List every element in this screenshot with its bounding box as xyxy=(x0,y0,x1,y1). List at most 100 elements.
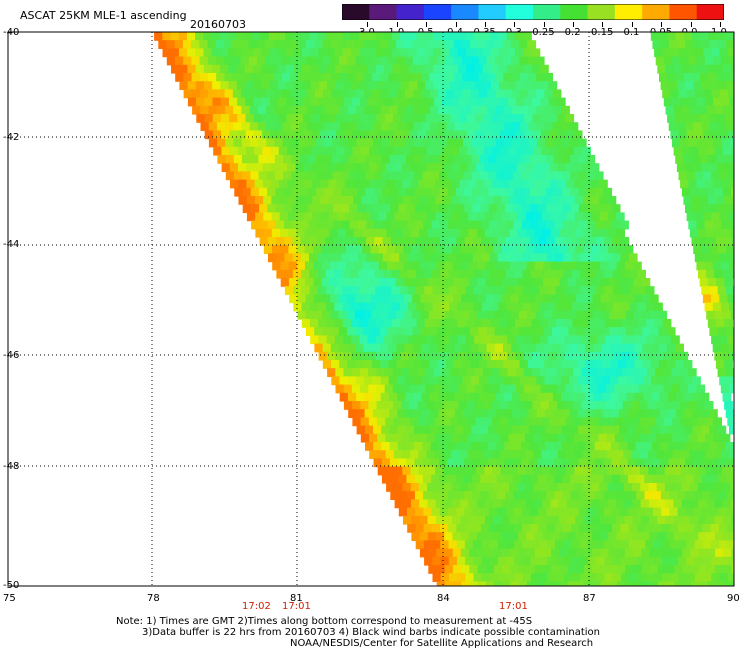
swath-cell xyxy=(538,507,547,517)
swath-cell xyxy=(626,343,635,353)
swath-cell xyxy=(527,327,537,336)
swath-cell xyxy=(556,97,566,107)
swath-cell xyxy=(700,392,710,402)
swath-cell xyxy=(645,286,655,295)
swath-cell xyxy=(693,442,702,451)
swath-cell xyxy=(426,130,435,140)
swath-cell xyxy=(258,187,268,197)
swath-cell xyxy=(280,245,289,254)
swath-cell xyxy=(478,343,488,353)
swath-cell xyxy=(412,56,422,66)
swath-cell xyxy=(491,384,501,394)
swath-cell xyxy=(590,433,600,443)
swath-cell xyxy=(580,573,589,582)
swath-cell xyxy=(225,171,235,181)
swath-cell xyxy=(304,245,314,254)
swath-cell xyxy=(392,319,401,328)
swath-cell xyxy=(442,401,452,410)
swath-cell xyxy=(475,417,485,427)
swath-cell xyxy=(518,581,528,586)
swath-cell xyxy=(449,32,459,41)
swath-cell xyxy=(558,228,568,238)
swath-cell xyxy=(722,64,732,74)
swath-cell xyxy=(273,40,282,49)
swath-cell xyxy=(260,32,270,41)
swath-cell xyxy=(582,466,592,476)
swath-cell xyxy=(688,433,698,443)
swath-cell xyxy=(361,212,371,222)
swath-cell xyxy=(520,392,529,402)
swath-cell xyxy=(559,565,569,574)
swath-cell xyxy=(355,376,365,386)
swath-cell xyxy=(727,212,734,222)
swath-cell xyxy=(565,433,575,443)
swath-cell xyxy=(678,556,688,566)
swath-cell xyxy=(575,245,585,254)
swath-cell xyxy=(518,278,528,287)
swath-cell xyxy=(709,442,719,451)
swath-cell xyxy=(562,458,571,468)
swath-cell xyxy=(452,565,462,574)
swath-cell xyxy=(314,343,324,353)
swath-cell xyxy=(466,81,476,90)
swath-cell xyxy=(716,196,725,205)
swath-cell xyxy=(573,130,583,140)
swath-cell xyxy=(477,245,486,254)
swath-cell xyxy=(277,64,287,74)
swath-cell xyxy=(500,146,509,156)
swath-cell xyxy=(371,56,381,66)
swath-cell xyxy=(360,417,370,427)
swath-cell xyxy=(358,237,367,246)
swath-cell xyxy=(663,401,673,410)
swath-cell xyxy=(375,48,385,58)
swath-cell xyxy=(366,269,376,279)
swath-cell xyxy=(731,146,734,156)
swath-cell xyxy=(567,294,577,304)
swath-cell xyxy=(697,433,706,443)
swath-cell xyxy=(487,122,497,131)
swath-cell xyxy=(452,245,462,254)
swath-cell xyxy=(533,179,543,189)
swath-cell xyxy=(341,237,351,246)
swath-cell xyxy=(383,286,393,295)
swath-cell xyxy=(604,524,613,533)
swath-cell xyxy=(407,524,416,533)
swath-cell xyxy=(529,155,538,164)
swath-cell xyxy=(179,81,189,90)
swath-cell xyxy=(468,483,477,492)
swath-cell xyxy=(664,466,674,476)
swath-cell xyxy=(487,425,497,435)
swath-cell xyxy=(582,483,592,492)
swath-cell xyxy=(283,220,293,230)
swath-cell xyxy=(397,442,407,451)
swath-cell xyxy=(653,524,662,533)
swath-cell xyxy=(399,286,409,295)
swath-cell xyxy=(725,327,734,336)
swath-cell xyxy=(593,343,602,353)
swath-cell xyxy=(506,269,515,279)
swath-cell xyxy=(717,286,727,295)
swath-cell xyxy=(570,204,580,213)
swath-cell xyxy=(504,187,514,197)
swath-cell xyxy=(380,122,390,131)
swath-cell xyxy=(178,48,188,58)
swath-cell xyxy=(379,40,389,49)
swath-cell xyxy=(339,360,348,369)
swath-cell xyxy=(612,269,622,279)
swath-cell xyxy=(504,474,514,484)
colorbar-tick xyxy=(543,22,545,27)
swath-cell xyxy=(553,409,562,418)
swath-cell xyxy=(547,302,557,312)
swath-cell xyxy=(513,474,522,484)
swath-cell xyxy=(437,343,447,353)
swath-cell xyxy=(581,368,591,377)
swath-cell xyxy=(537,442,546,451)
swath-cell xyxy=(469,310,479,320)
swath-cell xyxy=(663,368,673,377)
swath-cell xyxy=(540,130,550,140)
swath-cell xyxy=(505,524,515,533)
swath-cell xyxy=(730,499,734,509)
swath-cell xyxy=(641,278,651,287)
swath-cell xyxy=(332,187,342,197)
swath-cell xyxy=(732,32,734,41)
